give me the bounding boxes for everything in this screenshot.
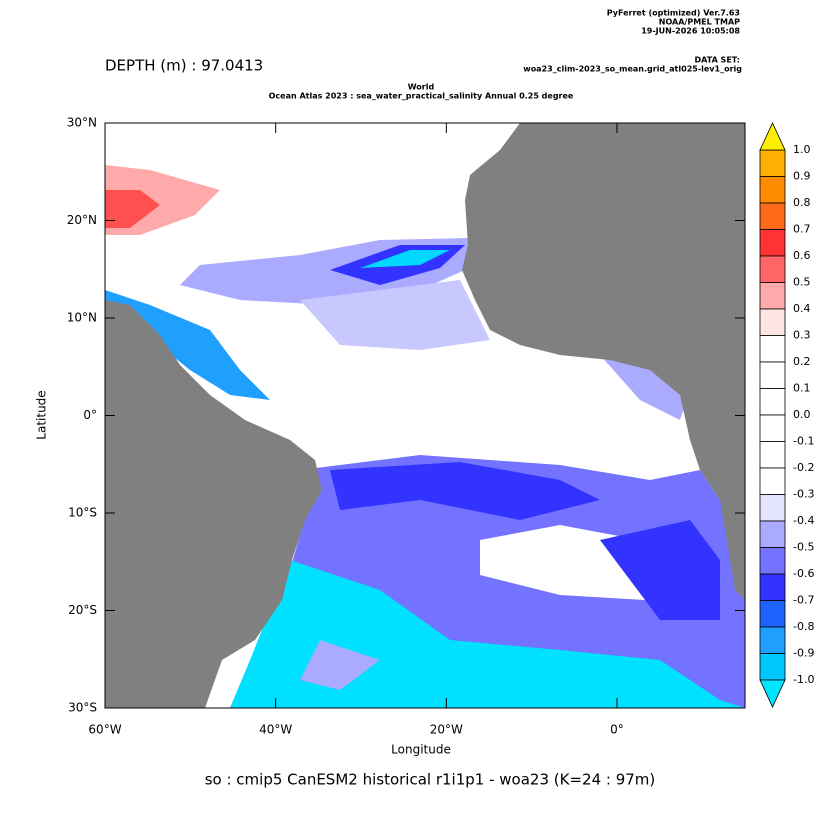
- y-tick-label: 0°: [83, 408, 97, 422]
- colorbar-label: 0.1: [793, 382, 811, 395]
- colorbar-label: 0.2: [793, 355, 811, 368]
- colorbar-band: [759, 229, 786, 257]
- header-line: PyFerret (optimized) Ver.7.63: [607, 9, 740, 18]
- axes: 60°W 40°W 20°W 0° 30°N 20°N 10°N 0° 10°S 20°S 30°S: [67, 116, 745, 737]
- field-patch: [600, 520, 720, 620]
- colorbar-label: 0.9: [793, 170, 811, 183]
- field-patch: [300, 640, 380, 690]
- caption: so : cmip5 CanESM2 historical r1i1p1 - w…: [205, 771, 656, 789]
- colorbar-band: [759, 520, 786, 548]
- colorbar-label: -0.5: [793, 541, 814, 554]
- colorbar-label: 0.5: [793, 276, 811, 289]
- header-line: NOAA/PMEL TMAP: [659, 18, 740, 27]
- colorbar-label: -0.6: [793, 567, 814, 580]
- title-line: World: [408, 83, 435, 92]
- colorbar-band: [759, 335, 786, 363]
- colorbar-band: [759, 573, 786, 601]
- colorbar: 1.0 0.9 0.8 0.7 0.6 0.5 0.4 0.3 0.2 0.1 0.0 -0.1 -0.…: [759, 122, 814, 708]
- colorbar-label: 0.0: [793, 408, 811, 421]
- colorbar-label: -0.3: [793, 488, 814, 501]
- x-tick-label: 60°W: [88, 723, 121, 737]
- y-axis-label: Latitude: [35, 390, 49, 439]
- colorbar-band: [759, 282, 786, 310]
- header-line: 19-JUN-2026 10:05:08: [641, 27, 740, 36]
- y-tick-label: 10°N: [67, 311, 97, 325]
- colorbar-band: [759, 308, 786, 336]
- colorbar-band: [759, 467, 786, 495]
- colorbar-label: -0.1: [793, 435, 814, 448]
- dataset-label: DATA SET:: [695, 56, 740, 65]
- salinity-field: [105, 123, 745, 708]
- title-line: Ocean Atlas 2023 : sea_water_practical_s…: [269, 92, 574, 101]
- colorbar-label: -1.0: [793, 673, 814, 686]
- colorbar-under: [759, 679, 786, 708]
- colorbar-band: [759, 255, 786, 283]
- colorbar-label: -0.4: [793, 514, 814, 527]
- colorbar-band: [759, 361, 786, 389]
- field-patch: [300, 280, 490, 350]
- y-tick-label: 20°N: [67, 213, 97, 227]
- x-tick-label: 0°: [610, 723, 624, 737]
- colorbar-label: 1.0: [793, 143, 811, 156]
- x-axis-label: Longitude: [391, 743, 451, 757]
- colorbar-band: [759, 547, 786, 575]
- dataset: woa23_clim-2023_so_mean.grid_atl025-lev1…: [523, 65, 742, 74]
- colorbar-band: [759, 202, 786, 230]
- colorbar-over: [759, 122, 786, 151]
- colorbar-label: 0.4: [793, 302, 811, 315]
- field-patch: [105, 290, 270, 400]
- x-tick-label: 40°W: [259, 723, 292, 737]
- land: [462, 123, 745, 600]
- colorbar-band: [759, 414, 786, 442]
- colorbar-band: [759, 600, 786, 628]
- colorbar-label: -0.2: [793, 461, 814, 474]
- colorbar-band: [759, 653, 786, 681]
- colorbar-label: -0.8: [793, 620, 814, 633]
- colorbar-band: [759, 626, 786, 654]
- y-tick-label: 30°S: [68, 701, 97, 715]
- field-patch: [600, 355, 690, 420]
- colorbar-label: -0.9: [793, 647, 814, 660]
- x-tick-label: 20°W: [430, 723, 463, 737]
- colorbar-label: -0.7: [793, 594, 814, 607]
- field-patch: [360, 250, 450, 268]
- y-tick-label: 10°S: [68, 506, 97, 520]
- field-patch: [330, 462, 600, 520]
- colorbar-band: [759, 149, 786, 177]
- y-tick-label: 20°S: [68, 603, 97, 617]
- y-tick-label: 30°N: [67, 116, 97, 130]
- colorbar-band: [759, 441, 786, 469]
- colorbar-label: 0.8: [793, 196, 811, 209]
- colorbar-label: 0.6: [793, 249, 811, 262]
- field-patch: [105, 190, 160, 228]
- depth-label: DEPTH (m) : 97.0413: [105, 57, 263, 75]
- colorbar-band: [759, 388, 786, 416]
- colorbar-band: [759, 176, 786, 204]
- colorbar-band: [759, 494, 786, 522]
- land: [105, 300, 322, 708]
- colorbar-label: 0.3: [793, 329, 811, 342]
- colorbar-label: 0.7: [793, 223, 811, 236]
